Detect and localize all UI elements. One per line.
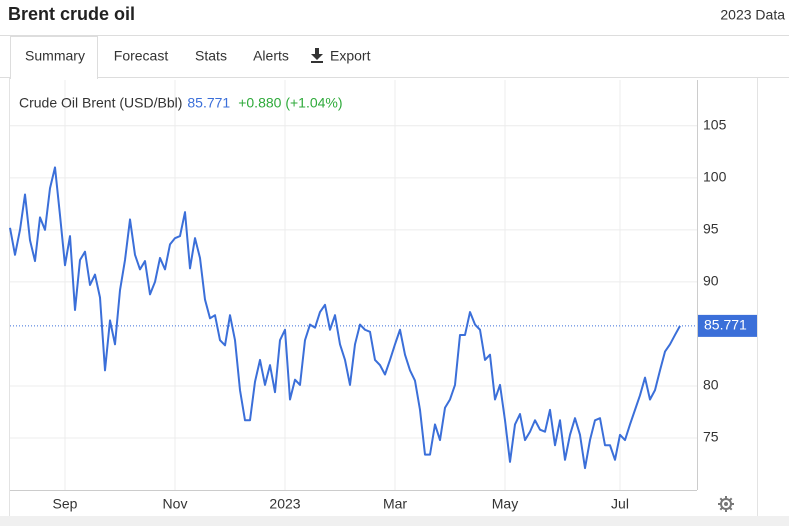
legend-value: 85.771 xyxy=(187,95,230,111)
y-tick-label: 90 xyxy=(703,273,719,289)
legend-change: +0.880 (+1.04%) xyxy=(238,95,342,111)
x-tick-label: Sep xyxy=(53,496,78,512)
x-tick-label: 2023 xyxy=(269,496,300,512)
x-tick-label: Mar xyxy=(383,496,407,512)
price-line xyxy=(9,166,681,470)
x-tick-label: May xyxy=(492,496,518,512)
header-bar xyxy=(0,0,789,36)
y-tick-label: 95 xyxy=(703,221,719,237)
y-tick-label: 75 xyxy=(703,429,719,445)
y-tick-label: 100 xyxy=(703,169,727,185)
settings-icon[interactable] xyxy=(718,496,734,512)
active-tab[interactable] xyxy=(10,36,98,79)
page-title: Brent crude oil xyxy=(8,4,135,24)
data-badge: 2023 Data xyxy=(720,7,785,23)
tab[interactable]: Alerts xyxy=(253,48,289,64)
tab[interactable]: Summary xyxy=(25,48,85,64)
y-tick-label: 80 xyxy=(703,377,719,393)
download-icon xyxy=(311,48,323,63)
last-price-label: 85.771 xyxy=(704,317,747,333)
x-tick-label: Nov xyxy=(163,496,188,512)
tab[interactable]: Forecast xyxy=(114,48,169,64)
tab[interactable]: Export xyxy=(330,48,371,64)
tab[interactable]: Stats xyxy=(195,48,227,64)
footer-strip xyxy=(0,516,789,526)
legend-name: Crude Oil Brent (USD/Bbl) xyxy=(19,95,182,111)
last-price-tag xyxy=(698,314,757,337)
x-tick-label: Jul xyxy=(611,496,629,512)
y-tick-label: 105 xyxy=(703,116,727,132)
